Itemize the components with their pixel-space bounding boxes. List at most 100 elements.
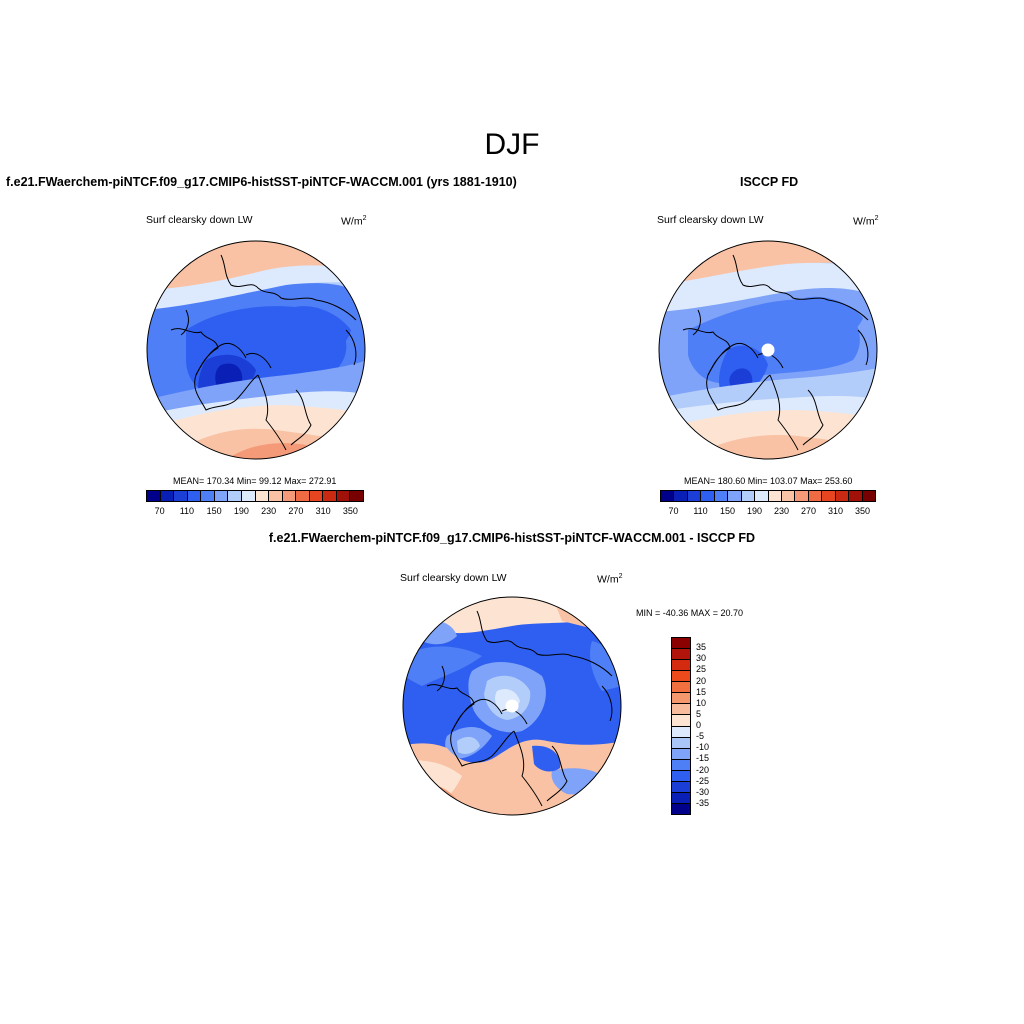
colorbar-swatch [835,491,850,501]
colorbar-tick-label: 150 [719,506,736,516]
colorbar-tick-label: 0 [696,720,702,730]
colorbar-swatch [781,491,796,501]
colorbar-swatch [661,491,675,501]
colorbar-swatch [309,491,324,501]
colorbar-swatch [296,491,310,501]
colorbar-tick-label: -5 [696,731,705,742]
colorbar-tick-label: -10 [696,742,710,753]
colorbar-swatch [672,737,690,749]
colorbar-swatch [672,704,690,716]
panel-1-stats: MEAN= 170.34 Min= 99.12 Max= 272.91 [173,476,337,486]
colorbar-swatch [795,491,809,501]
colorbar-swatch [674,491,688,501]
colorbar-tick-label: 30 [696,653,707,664]
colorbar-swatch [336,491,351,501]
panel-1-polar-map [146,240,366,460]
colorbar-tick-label: 70 [668,506,679,516]
colorbar-swatch [741,491,756,501]
colorbar-tick-label: 230 [261,506,277,516]
figure-title: DJF [484,128,540,161]
panel-1-units: W/m2 [341,215,367,228]
colorbar-swatch [672,781,690,793]
colorbar-tick-label: 15 [696,686,707,697]
colorbar-tick-label: 5 [696,708,702,719]
colorbar-tick-label: 230 [773,506,790,516]
panel-2-units: W/m2 [853,215,879,228]
panel-2-stats: MEAN= 180.60 Min= 103.07 Max= 253.60 [684,476,853,486]
colorbar-swatch [672,682,690,694]
colorbar-tick-label: 190 [233,506,249,516]
colorbar-tick-label: 310 [315,506,331,516]
panel-1-colorbar-ticks: 70 110 150 190 230 270 310 350 [146,506,364,518]
colorbar-swatch [214,491,229,501]
colorbar-tick-label: 110 [693,506,708,516]
colorbar-tick-label: 70 [154,506,165,516]
panel-1-colorbar [146,490,364,502]
panel-3-polar-map [402,596,622,816]
colorbar-tick-label: 35 [696,642,707,653]
panel-1-title: f.e21.FWaerchem-piNTCF.f09_g17.CMIP6-his… [6,175,517,189]
colorbar-swatch [228,491,242,501]
panel-3-colorbar [671,637,691,815]
colorbar-tick-label: -20 [696,764,710,775]
colorbar-tick-label: 10 [696,697,707,708]
colorbar-swatch [269,491,283,501]
colorbar-tick-label: 20 [696,675,707,686]
colorbar-swatch [672,671,690,683]
colorbar-swatch [672,649,690,661]
colorbar-swatch [672,638,690,650]
colorbar-swatch [672,803,690,814]
colorbar-swatch [687,491,702,501]
colorbar-swatch [187,491,202,501]
colorbar-tick-label: -30 [696,786,710,797]
colorbar-swatch [147,491,161,501]
colorbar-tick-label: 270 [288,506,304,516]
colorbar-swatch [672,792,690,804]
panel-2-polar-map [658,240,878,460]
colorbar-tick-label: -35 [696,797,710,808]
colorbar-swatch [201,491,215,501]
colorbar-tick-label: 150 [206,506,222,516]
colorbar-swatch [768,491,782,501]
colorbar-swatch [808,491,823,501]
colorbar-swatch [672,770,690,782]
colorbar-swatch [672,715,690,727]
colorbar-tick-label: 110 [179,506,195,516]
colorbar-swatch [241,491,256,501]
colorbar-swatch [672,660,690,672]
colorbar-tick-label: -25 [696,775,710,786]
panel-3-colorbar-ticks: 35 30 25 20 15 10 5 0 -5 -10 -15 -20 -25 -30 -35 [696,637,726,815]
colorbar-swatch [862,491,875,501]
panel-3-variable-label: Surf clearsky down LW [400,572,507,584]
colorbar-swatch [174,491,188,501]
colorbar-swatch [282,491,297,501]
colorbar-swatch [672,748,690,760]
colorbar-tick-label: 350 [342,506,358,516]
panel-2-colorbar [660,490,876,502]
colorbar-tick-label: 310 [827,506,844,516]
colorbar-swatch [672,693,690,705]
colorbar-tick-label: 350 [854,506,871,516]
colorbar-swatch [728,491,742,501]
colorbar-swatch [323,491,337,501]
colorbar-tick-label: 190 [746,506,763,516]
colorbar-swatch [849,491,863,501]
colorbar-swatch [701,491,715,501]
colorbar-swatch [160,491,175,501]
colorbar-tick-label: 25 [696,664,707,675]
panel-2-variable-label: Surf clearsky down LW [657,214,764,226]
colorbar-swatch [255,491,270,501]
panel-2-title: ISCCP FD [740,175,799,189]
panel-3-units: W/m2 [597,573,623,586]
colorbar-tick-label: 270 [800,506,817,516]
panel-3-title: f.e21.FWaerchem-piNTCF.f09_g17.CMIP6-his… [268,531,756,545]
colorbar-swatch [714,491,729,501]
panel-1-variable-label: Surf clearsky down LW [146,214,253,226]
colorbar-swatch [350,491,363,501]
panel-2-colorbar-ticks: 70 110 150 190 230 270 310 350 [660,506,876,518]
colorbar-swatch [822,491,836,501]
colorbar-swatch [755,491,769,501]
colorbar-swatch [672,759,690,771]
colorbar-swatch [672,726,690,738]
colorbar-tick-label: -15 [696,753,710,764]
